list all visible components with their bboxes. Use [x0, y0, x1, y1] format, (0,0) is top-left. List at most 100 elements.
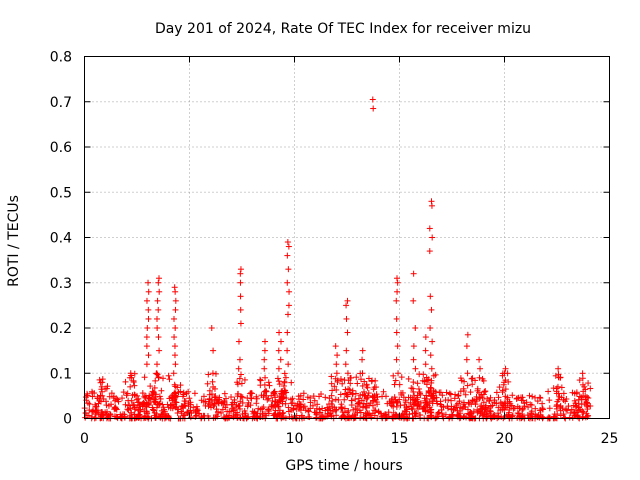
data-point	[156, 401, 163, 408]
data-point	[446, 390, 453, 397]
data-point	[337, 376, 344, 383]
data-point	[288, 379, 295, 386]
data-point	[139, 400, 146, 407]
data-point	[305, 407, 312, 414]
data-point	[152, 399, 159, 406]
data-point	[85, 412, 92, 419]
data-point	[133, 392, 140, 399]
data-point	[421, 406, 428, 413]
data-point	[536, 394, 543, 401]
data-point	[120, 389, 127, 396]
data-point	[334, 352, 341, 359]
x-tick-label: 15	[391, 431, 409, 447]
data-point	[555, 390, 562, 397]
data-point	[584, 406, 591, 413]
data-point	[145, 288, 152, 295]
data-point	[170, 315, 177, 322]
data-point	[332, 343, 339, 350]
data-point	[347, 374, 354, 381]
data-point	[328, 380, 335, 387]
data-point	[274, 375, 281, 382]
data-point	[429, 338, 436, 345]
data-point	[394, 400, 401, 407]
data-point	[140, 399, 147, 406]
data-point	[369, 398, 376, 405]
data-point	[156, 393, 163, 400]
data-point	[257, 382, 264, 389]
data-point	[448, 406, 455, 413]
data-point	[433, 414, 440, 421]
data-point	[211, 401, 218, 408]
data-point	[486, 397, 493, 404]
data-point	[428, 202, 435, 209]
data-point	[208, 325, 215, 331]
data-point	[500, 381, 507, 388]
data-point	[328, 392, 335, 399]
data-point	[272, 391, 279, 398]
data-point	[190, 404, 197, 411]
data-point	[410, 270, 417, 277]
data-point	[108, 401, 115, 408]
data-point	[440, 404, 447, 411]
data-point	[409, 385, 416, 392]
data-point	[261, 388, 268, 395]
data-point	[562, 406, 569, 413]
data-point	[491, 399, 498, 406]
data-point	[82, 414, 89, 421]
data-point	[99, 376, 106, 383]
data-point	[219, 406, 226, 413]
data-point	[206, 387, 213, 394]
data-point	[276, 329, 283, 336]
data-point	[233, 403, 240, 410]
data-point	[349, 391, 356, 398]
data-point	[155, 279, 162, 286]
data-point	[393, 329, 400, 336]
data-point	[259, 405, 266, 412]
data-point	[473, 393, 480, 400]
data-point	[585, 380, 592, 387]
data-point	[154, 315, 161, 322]
data-point	[256, 414, 263, 421]
data-point	[417, 412, 424, 419]
data-point	[160, 375, 167, 382]
data-point	[474, 385, 481, 392]
data-point	[253, 400, 260, 407]
data-point	[352, 405, 359, 412]
data-point	[411, 410, 418, 417]
data-point	[290, 405, 297, 412]
data-point	[135, 412, 142, 419]
data-point	[504, 399, 511, 406]
data-point	[424, 408, 431, 415]
data-point	[237, 266, 244, 273]
data-marks	[81, 96, 594, 422]
data-point	[394, 288, 401, 295]
data-point	[507, 402, 514, 409]
data-point	[557, 402, 564, 409]
data-point	[263, 412, 270, 419]
data-point	[343, 315, 350, 322]
data-point	[583, 399, 590, 406]
data-point	[352, 396, 359, 403]
axis-ticks	[84, 56, 610, 419]
data-point	[392, 412, 399, 419]
data-point	[408, 385, 415, 392]
data-point	[532, 405, 539, 412]
data-point	[358, 376, 365, 383]
data-point	[398, 374, 405, 381]
data-point	[259, 410, 266, 417]
data-point	[343, 347, 350, 354]
data-point	[342, 361, 349, 368]
data-point	[574, 412, 581, 419]
data-point	[164, 401, 171, 408]
data-point	[360, 400, 367, 407]
data-point	[422, 334, 429, 341]
data-point	[224, 408, 231, 415]
data-point	[343, 302, 350, 309]
data-point	[237, 398, 244, 405]
data-point	[97, 392, 104, 399]
data-point	[316, 406, 323, 413]
data-point	[483, 411, 490, 418]
data-point	[112, 397, 119, 404]
data-point	[391, 394, 398, 401]
data-point	[477, 408, 484, 415]
